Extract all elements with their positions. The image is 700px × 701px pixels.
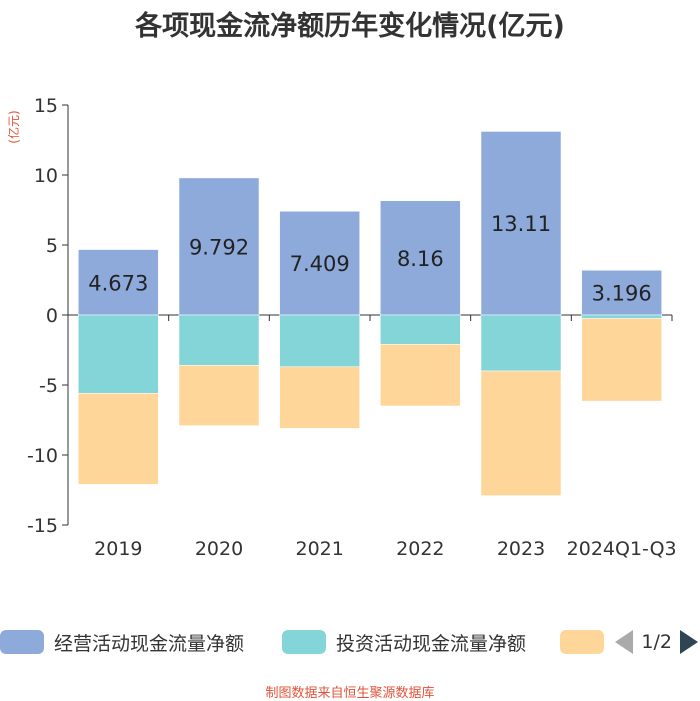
bar-segment-3-2019 [78,393,159,485]
bar-segment-1-2022 [380,200,461,316]
y-tick-label: -15 [27,515,58,537]
source-footer: 制图数据来自恒生聚源数据库 [265,686,435,701]
legend-prev-arrow-icon[interactable] [615,630,634,654]
data-label-2024Q1-Q3: 3.196 [592,282,652,306]
bar-segment-3-2023 [480,370,562,496]
legend-item-operating[interactable]: 经营活动现金流量净额 [0,625,244,659]
y-tick-label: 15 [34,95,58,117]
x-tick-label: 2022 [396,538,444,560]
x-tick-label: 2024Q1-Q3 [567,538,677,560]
axis-layer: 15 10 5 0 -5 -10 -15 (亿元) 2019 2020 2021 2022 2023 20… [6,95,677,560]
data-labels-layer: 4.673 9.792 7.409 8.16 13.11 3.196 [88,212,651,305]
x-tick-label: 2019 [94,538,142,560]
bar-segment-3-2024Q1-Q3 [581,318,662,402]
bar-segment-1-2020 [178,177,260,316]
legend-swatch-investing [282,630,326,654]
y-tick-label: 5 [46,235,58,257]
y-tick-label: 10 [34,165,58,187]
x-tick-label: 2023 [497,538,545,560]
legend-label-operating: 经营活动现金流量净额 [54,632,245,655]
data-label-2022: 8.16 [397,247,444,271]
legend-swatch-operating [0,630,44,654]
bar-segment-2-2024Q1-Q3 [581,314,662,319]
bar-segment-2-2022 [380,314,461,345]
legend-label-investing: 投资活动现金流量净额 [336,632,527,655]
legend: 经营活动现金流量净额 投资活动现金流量净额 1/2 [0,625,700,659]
x-tick-label: 2020 [195,538,243,560]
bar-segment-1-2019 [78,249,159,316]
y-tick-label: 0 [46,305,58,327]
stacked-bar-chart: 15 10 5 0 -5 -10 -15 (亿元) 2019 2020 2021 2022 2023 20… [6,95,677,560]
legend-item-investing[interactable]: 投资活动现金流量净额 [282,625,526,659]
data-label-2019: 4.673 [88,271,148,295]
bars-layer [78,131,662,496]
legend-item-financing[interactable] [560,625,604,659]
bar-segment-2-2021 [279,314,360,368]
y-axis-unit-label: (亿元) [6,110,21,143]
y-tick-label: -5 [39,375,58,397]
bar-segment-1-2021 [279,211,360,316]
legend-pager: 1/2 [615,625,700,659]
bar-segment-2-2023 [480,314,562,372]
bar-segment-3-2020 [178,365,260,426]
y-tick-label: -10 [27,445,58,467]
bar-segment-1-2023 [480,131,562,316]
data-label-2021: 7.409 [290,252,350,276]
bar-segment-2-2020 [178,314,260,366]
legend-page-indicator: 1/2 [641,631,672,653]
data-label-2020: 9.792 [189,235,249,259]
bar-segment-3-2021 [279,366,360,429]
legend-swatch-financing [560,630,604,654]
bar-segment-3-2022 [380,344,461,407]
x-tick-label: 2021 [295,538,343,560]
bar-segment-2-2019 [78,314,159,394]
data-label-2023: 13.11 [491,212,551,236]
chart-title: 各项现金流净额历年变化情况(亿元) [135,11,565,42]
legend-next-arrow-icon[interactable] [680,630,698,654]
